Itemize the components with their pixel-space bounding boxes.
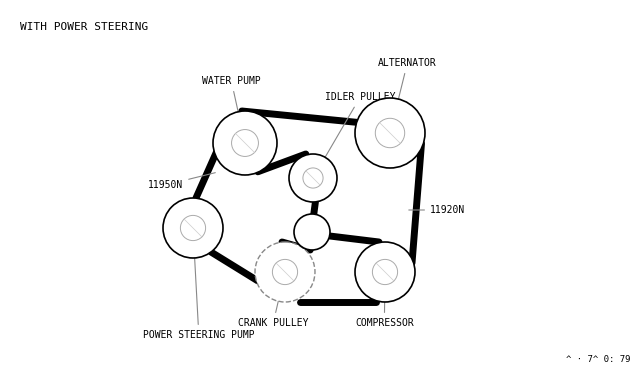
Circle shape [163,198,223,258]
Text: 11950N: 11950N [148,173,215,190]
Text: 11920N: 11920N [409,205,465,215]
Text: COMPRESSOR: COMPRESSOR [355,275,413,328]
Text: ^ · 7^ 0: 79: ^ · 7^ 0: 79 [566,355,630,364]
Text: ALTERNATOR: ALTERNATOR [378,58,436,130]
Circle shape [355,242,415,302]
Text: WATER PUMP: WATER PUMP [202,76,260,140]
Circle shape [355,98,425,168]
Text: POWER STEERING PUMP: POWER STEERING PUMP [143,231,255,340]
Text: IDLER PULLEY: IDLER PULLEY [314,92,396,176]
Text: CRANK PULLEY: CRANK PULLEY [238,275,308,328]
Circle shape [294,214,330,250]
Circle shape [289,154,337,202]
Circle shape [213,111,277,175]
Circle shape [255,242,315,302]
Text: WITH POWER STEERING: WITH POWER STEERING [20,22,148,32]
